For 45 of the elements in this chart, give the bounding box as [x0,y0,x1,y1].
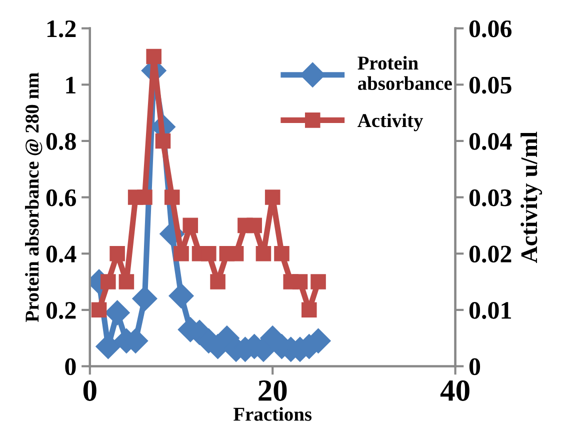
point [246,218,262,234]
y2-tick-label: 0.02 [469,246,512,263]
y-tick-label: 0.2 [46,302,76,319]
point [137,190,152,205]
y2-axis-title: Activity u/ml [520,132,542,263]
point [228,246,244,262]
point [118,274,134,290]
point [168,283,194,308]
x-tick-label: 40 [440,380,470,401]
point [256,246,272,262]
point [302,302,317,318]
y2-tick-label: 0.01 [469,302,511,319]
x-tick-label: 0 [83,380,96,401]
y2-tick-label: 0.06 [469,20,512,38]
y-tick-label: 0.4 [46,246,76,263]
y-axis-title: Protein absorbance @ 280 nm [25,72,42,322]
point [210,274,226,290]
point [104,300,130,326]
point [91,302,107,318]
y-tick-label: 1.2 [47,20,76,38]
y2-tick-label: 0.03 [469,189,512,206]
x-axis-title: Fractions [234,407,312,421]
y-tick-label: 0 [65,358,76,376]
legend-label: Activity [358,114,424,132]
point [174,246,189,262]
x-tick-label: 20 [258,380,287,401]
y-tick-label: 1 [66,76,76,94]
y2-tick-label: 0.05 [469,76,512,94]
point [100,274,116,290]
point [264,190,280,205]
point [182,218,198,234]
point [146,48,162,64]
point [274,246,290,262]
point [310,274,326,290]
y-tick-label: 0.6 [46,189,76,206]
point [292,274,308,290]
y2-tick-label: 0.04 [469,133,512,150]
point [110,246,125,262]
point [201,246,216,262]
legend-label: Protein absorbance [358,56,452,90]
point [164,190,180,205]
point [155,133,171,149]
point [132,286,158,312]
y-tick-label: 0.8 [46,133,76,150]
y2-tick-label: 0 [469,358,480,376]
